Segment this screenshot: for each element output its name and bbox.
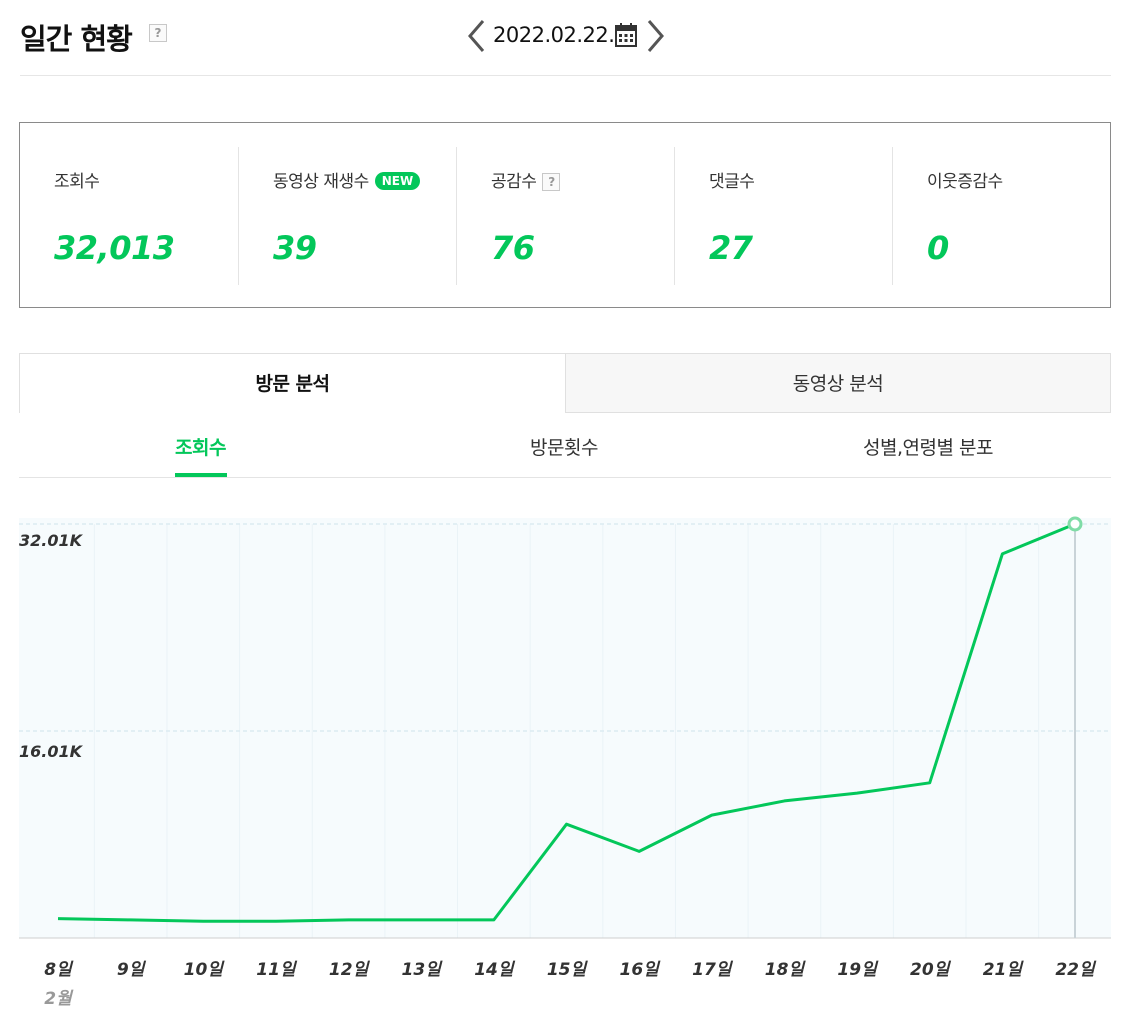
stat-label: 이웃증감수: [927, 172, 1003, 192]
x-axis-tick-label: 11일: [256, 960, 298, 980]
help-icon[interactable]: ?: [149, 24, 167, 42]
chart-background: [19, 518, 1111, 938]
divider: [238, 147, 239, 285]
page-header: 일간 현황 ? 2022.02.22.: [20, 0, 1111, 76]
x-axis-tick-label: 17일: [692, 960, 734, 980]
x-axis-tick-label: 22일: [1055, 960, 1097, 980]
subtab-views[interactable]: 조회수: [175, 437, 226, 459]
divider: [456, 147, 457, 285]
x-axis-tick-label: 13일: [402, 960, 444, 980]
chevron-left-icon[interactable]: [464, 18, 490, 54]
new-badge: NEW: [374, 172, 421, 190]
stat-label: 댓글수: [709, 172, 755, 192]
subtab-visit-count[interactable]: 방문횟수: [530, 437, 598, 459]
stat-value: 76: [491, 229, 535, 267]
stat-label-text: 동영상 재생수: [273, 172, 369, 192]
sub-tabs: 조회수 방문횟수 성별,연령별 분포: [19, 413, 1111, 478]
main-tabs: 방문 분석 동영상 분석: [19, 353, 1111, 413]
calendar-icon[interactable]: [614, 22, 638, 48]
y-axis-tick-label: 32.01K: [19, 531, 84, 550]
x-axis-month-label: 2월: [44, 989, 74, 1009]
current-date[interactable]: 2022.02.22.: [493, 23, 615, 47]
x-axis-tick-label: 20일: [910, 960, 952, 980]
x-axis-tick-label: 12일: [329, 960, 371, 980]
x-axis-tick-label: 14일: [474, 960, 516, 980]
help-icon[interactable]: ?: [542, 173, 561, 191]
data-point-highlight: [1067, 516, 1083, 532]
x-axis-tick-label: 19일: [837, 960, 879, 980]
x-axis-tick-label: 16일: [619, 960, 661, 980]
divider: [674, 147, 675, 285]
tab-video-analysis[interactable]: 동영상 분석: [565, 353, 1111, 413]
x-axis-tick-label: 9일: [117, 960, 147, 980]
stat-label-text: 공감수: [491, 172, 537, 192]
x-axis-tick-label: 18일: [765, 960, 807, 980]
stat-value: 27: [709, 229, 753, 267]
series-line: [57, 522, 1076, 923]
stat-label: 공감수?: [491, 167, 561, 192]
stat-label: 조회수: [54, 172, 100, 192]
views-chart: 16.01K 32.01K 8일 9일 10일 11일 12일 13일 14일 15일 16일 17일…: [0, 478, 1145, 1029]
x-axis-tick-label: 8일: [44, 960, 74, 980]
stat-value: 32,013: [54, 229, 175, 267]
x-axis-tick-label: 10일: [184, 960, 226, 980]
stats-summary: 조회수 32,013 동영상 재생수 NEW 39 공감수? 76 댓글수 27 …: [19, 122, 1111, 308]
stat-value: 39: [273, 229, 317, 267]
subtab-gender-age[interactable]: 성별,연령별 분포: [863, 437, 993, 459]
x-axis-tick-label: 21일: [983, 960, 1025, 980]
chevron-right-icon[interactable]: [642, 18, 668, 54]
stat-label: 동영상 재생수 NEW: [273, 167, 421, 192]
tab-visit-analysis[interactable]: 방문 분석: [19, 353, 565, 413]
page-title: 일간 현황: [20, 22, 133, 56]
line-chart: 16.01K 32.01K 8일 9일 10일 11일 12일 13일 14일 15일 16일 17일…: [19, 516, 1111, 1009]
stat-value: 0: [927, 229, 949, 267]
divider: [892, 147, 893, 285]
y-axis-tick-label: 16.01K: [19, 742, 84, 761]
active-tab-indicator: [175, 473, 227, 477]
x-axis-tick-label: 15일: [547, 960, 589, 980]
